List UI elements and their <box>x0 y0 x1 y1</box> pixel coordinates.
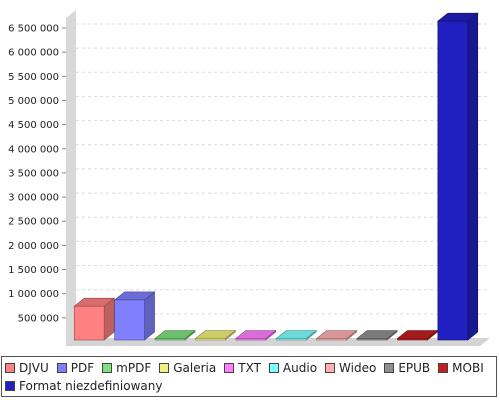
y-tick-label: 2 500 000 <box>8 217 59 228</box>
bar <box>114 299 145 341</box>
y-tick-label: 2 000 000 <box>8 241 59 252</box>
legend-row: Format niezdefiniowany <box>5 379 170 393</box>
bar <box>154 338 186 341</box>
legend-item: mPDF <box>102 361 151 375</box>
bar-side <box>144 291 155 341</box>
y-tick-label: 3 500 000 <box>8 168 59 179</box>
bar <box>235 338 267 341</box>
bar <box>397 338 428 341</box>
y-tick-label: 5 500 000 <box>8 72 59 83</box>
legend-item: EPUB <box>384 361 430 375</box>
legend-item: Format niezdefiniowany <box>5 379 162 393</box>
legend-item: Wideo <box>325 361 376 375</box>
y-tick-label: 3 000 000 <box>8 193 59 204</box>
legend-swatch <box>56 363 67 373</box>
legend-label: TXT <box>238 361 261 375</box>
y-tick-label: 4 000 000 <box>8 144 59 155</box>
legend-label: EPUB <box>398 361 431 375</box>
y-tick-label: 1 500 000 <box>8 265 59 276</box>
legend-swatch <box>5 381 15 391</box>
bar-top <box>194 330 237 339</box>
y-tick-label: 5 000 000 <box>8 96 59 107</box>
bar <box>356 338 388 341</box>
bar-chart: 500 000 1 000 000 1 500 000 2 000 000 2 500 … <box>8 10 490 346</box>
legend-item: Audio <box>268 361 318 375</box>
legend-swatch <box>224 363 235 373</box>
y-tick-label: 1 000 000 <box>8 289 59 300</box>
legend-label: PDF <box>70 361 95 375</box>
legend-item: TXT <box>224 361 261 375</box>
bar <box>195 338 226 341</box>
bar <box>316 338 347 341</box>
legend-swatch <box>268 363 279 373</box>
legend-label: Audio <box>282 361 318 375</box>
legend-item: Galeria <box>159 361 216 375</box>
side-wall <box>66 10 76 346</box>
bar-side <box>467 12 479 341</box>
y-tick-label: 500 000 <box>18 313 59 324</box>
legend: DJVU PDF mPDF Galeria TXT Audio Wideo EPUB MOBI … <box>1 356 497 397</box>
legend-label: DJVU <box>19 361 49 375</box>
legend-item: MOBI <box>438 361 484 375</box>
legend-swatch <box>102 363 113 373</box>
bar-top <box>154 330 196 339</box>
legend-swatch <box>159 363 170 373</box>
legend-item: PDF <box>56 361 95 375</box>
y-tick-label: 4 500 000 <box>8 120 59 131</box>
bar-top <box>396 330 439 339</box>
bar-top <box>275 330 318 339</box>
legend-swatch <box>384 363 395 373</box>
bar <box>437 20 469 341</box>
legend-item: DJVU <box>5 361 49 375</box>
legend-label: MOBI <box>452 361 484 375</box>
legend-swatch <box>438 363 449 373</box>
legend-row: DJVU PDF mPDF Galeria TXT Audio Wideo EPUB MOBI <box>5 361 492 375</box>
y-tick-label: 6 500 000 <box>8 24 59 35</box>
legend-label: Wideo <box>339 361 377 375</box>
bar-top <box>315 330 358 339</box>
legend-swatch <box>325 363 336 373</box>
bar <box>73 305 105 341</box>
legend-label: Format niezdefiniowany <box>19 379 163 393</box>
y-tick-label: 6 000 000 <box>8 48 59 59</box>
legend-swatch <box>5 363 15 373</box>
legend-label: mPDF <box>116 361 152 375</box>
bar-top <box>356 330 398 339</box>
bar <box>275 338 307 341</box>
bar-top <box>234 330 277 339</box>
legend-label: Galeria <box>173 361 217 375</box>
